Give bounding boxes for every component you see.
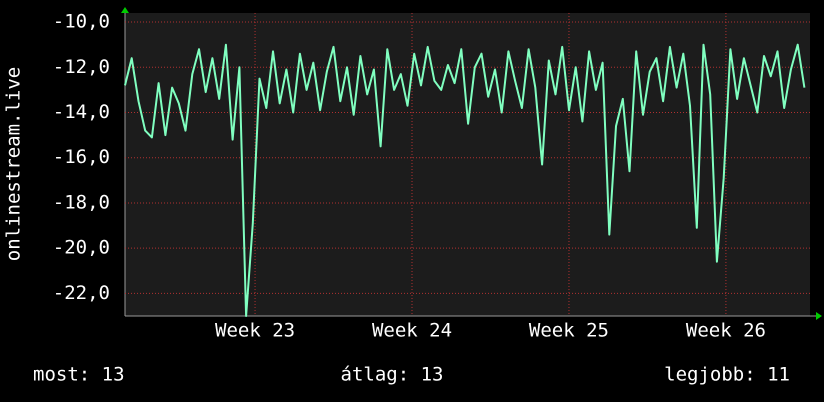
y-axis-arrow xyxy=(121,7,129,13)
x-tick-label: Week 23 xyxy=(215,320,295,342)
footer-stat: átlag: 13 xyxy=(341,364,444,386)
y-tick-label: -16,0 xyxy=(53,146,110,168)
y-tick-label: -18,0 xyxy=(53,191,110,213)
y-tick-label: -22,0 xyxy=(53,282,110,304)
x-tick-label: Week 24 xyxy=(372,320,452,342)
x-tick-label: Week 26 xyxy=(686,320,766,342)
x-axis-arrow xyxy=(816,312,822,320)
y-tick-label: -10,0 xyxy=(53,11,110,33)
footer-stat: most: 13 xyxy=(33,364,125,386)
y-tick-label: -14,0 xyxy=(53,101,110,123)
plot-area xyxy=(125,13,810,316)
data-line xyxy=(124,43,806,317)
footer-stat: legjobb: 11 xyxy=(664,364,790,386)
y-tick-label: -20,0 xyxy=(53,237,110,259)
x-tick-label: Week 25 xyxy=(529,320,609,342)
y-axis-label: onlinestream.live xyxy=(3,67,25,261)
y-tick-label: -12,0 xyxy=(53,56,110,78)
